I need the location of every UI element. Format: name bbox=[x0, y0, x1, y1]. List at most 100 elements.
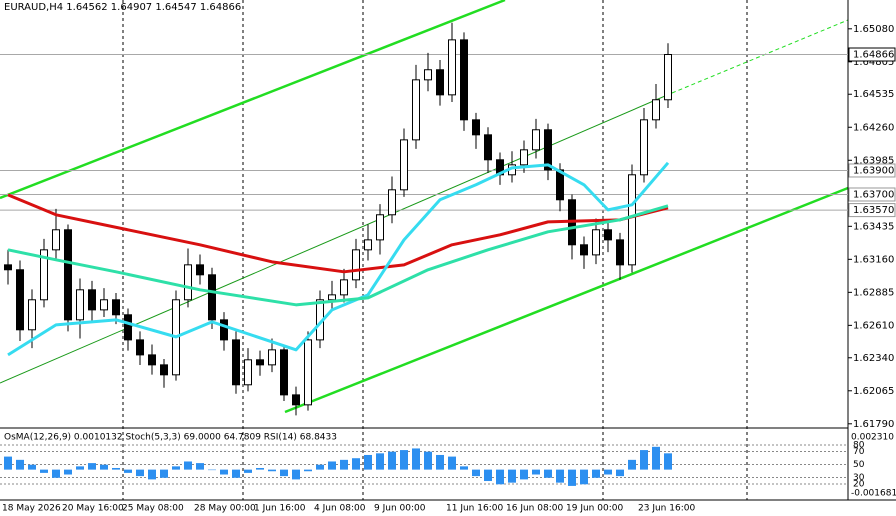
candle-body bbox=[412, 79, 420, 141]
osma-bar bbox=[496, 469, 504, 485]
candle-body bbox=[436, 69, 444, 96]
osma-bar bbox=[604, 469, 612, 475]
x-tick-label: 11 Jun 16:00 bbox=[446, 504, 503, 514]
osma-bar bbox=[124, 469, 132, 473]
osma-bar bbox=[184, 461, 192, 470]
price-level-label: 1.63900 bbox=[853, 165, 894, 176]
osma-bar bbox=[268, 469, 276, 472]
osma-bar bbox=[28, 464, 36, 470]
osma-bar bbox=[556, 469, 564, 483]
y-tick-label: 0.002310 bbox=[851, 433, 894, 443]
osma-bar bbox=[136, 469, 144, 477]
candle-body bbox=[340, 279, 348, 296]
candle-body bbox=[604, 229, 612, 241]
y-tick-label: -0.001681 bbox=[851, 489, 896, 499]
y-tick-label: 1.64535 bbox=[853, 89, 894, 100]
candle-body bbox=[232, 339, 240, 386]
osma-bar bbox=[484, 469, 492, 482]
osma-bar bbox=[316, 464, 324, 470]
candle-body bbox=[280, 349, 288, 396]
candle-body bbox=[544, 129, 552, 171]
candle-body bbox=[28, 299, 36, 331]
candle-body bbox=[484, 134, 492, 161]
osma-bar bbox=[112, 467, 120, 470]
x-tick-label: 20 May 16:00 bbox=[62, 504, 124, 514]
osma-bar bbox=[292, 469, 300, 480]
osma-bar bbox=[532, 469, 540, 475]
candle-body bbox=[472, 119, 480, 136]
osma-bar bbox=[208, 469, 216, 471]
osma-bar bbox=[580, 469, 588, 485]
candle-body bbox=[640, 119, 648, 176]
price-level-label: 1.64866 bbox=[853, 50, 894, 61]
y-tick-label: 1.61790 bbox=[853, 419, 894, 430]
x-tick-label: 16 Jun 08:00 bbox=[506, 504, 563, 514]
candle-body bbox=[364, 239, 372, 251]
channel-projection bbox=[671, 19, 849, 94]
osma-bar bbox=[280, 469, 288, 477]
y2-tick-label: 80 bbox=[853, 441, 865, 451]
candle-body bbox=[208, 274, 216, 321]
osma-bar bbox=[304, 469, 312, 472]
candle-body bbox=[628, 174, 636, 266]
osma-bar bbox=[232, 469, 240, 478]
osma-bar bbox=[544, 469, 552, 478]
channel-mid bbox=[0, 92, 673, 384]
x-tick-label: 18 May 2026 bbox=[2, 504, 61, 514]
osma-bar bbox=[664, 453, 672, 470]
indicator-title: OsMA(12,26,9) 0.0010132 Stoch(5,3,3) 69.… bbox=[4, 433, 337, 443]
y2-tick-label: 20 bbox=[853, 480, 865, 490]
y2-tick-label: 70 bbox=[853, 447, 865, 457]
chart-title: EURAUD,H4 1.64562 1.64907 1.64547 1.6486… bbox=[4, 2, 241, 13]
osma-bar bbox=[388, 451, 396, 470]
osma-bar bbox=[244, 469, 252, 473]
candle-body bbox=[196, 264, 204, 276]
y-tick-label: 1.63985 bbox=[853, 155, 894, 166]
channel-lower bbox=[284, 186, 849, 414]
osma-bar bbox=[364, 454, 372, 470]
candle-body bbox=[4, 264, 12, 271]
candle-body bbox=[616, 239, 624, 266]
osma-bar bbox=[172, 466, 180, 470]
candle-body bbox=[424, 69, 432, 81]
candle-body bbox=[592, 229, 600, 256]
osma-bar bbox=[508, 469, 516, 483]
y-tick-label: 1.64805 bbox=[853, 57, 894, 68]
candle-body bbox=[64, 229, 72, 321]
osma-bar bbox=[76, 466, 84, 470]
candle-body bbox=[376, 214, 384, 241]
osma-bar bbox=[220, 469, 228, 475]
osma-bar bbox=[460, 466, 468, 470]
candle-body bbox=[400, 139, 408, 191]
osma-bar bbox=[340, 459, 348, 470]
candle-body bbox=[184, 264, 192, 301]
osma-bar bbox=[424, 451, 432, 470]
candle-body bbox=[388, 189, 396, 216]
osma-bar bbox=[652, 446, 660, 470]
osma-bar bbox=[148, 469, 156, 480]
candle-body bbox=[160, 364, 168, 376]
y-tick-label: 1.62340 bbox=[853, 353, 894, 364]
candle-body bbox=[268, 349, 276, 366]
candle-body bbox=[112, 299, 120, 316]
price-level-box bbox=[848, 187, 896, 202]
candle-body bbox=[88, 289, 96, 311]
osma-bar bbox=[256, 467, 264, 470]
osma-bar bbox=[448, 456, 456, 470]
price-level-box bbox=[848, 163, 896, 178]
candle-body bbox=[256, 359, 264, 366]
candle-body bbox=[652, 99, 660, 121]
candle-body bbox=[40, 249, 48, 301]
osma-bar bbox=[436, 454, 444, 470]
osma-bar bbox=[412, 448, 420, 470]
candle-body bbox=[76, 289, 84, 321]
x-tick-label: 4 Jun 08:00 bbox=[314, 504, 366, 514]
y-tick-label: 1.65080 bbox=[853, 24, 894, 35]
osma-bar bbox=[628, 459, 636, 470]
moving-average bbox=[7, 204, 669, 307]
channel-upper bbox=[0, 0, 506, 200]
osma-bar bbox=[568, 469, 576, 486]
x-tick-label: 1 Jun 16:00 bbox=[254, 504, 306, 514]
y-tick-label: 1.63160 bbox=[853, 254, 894, 265]
